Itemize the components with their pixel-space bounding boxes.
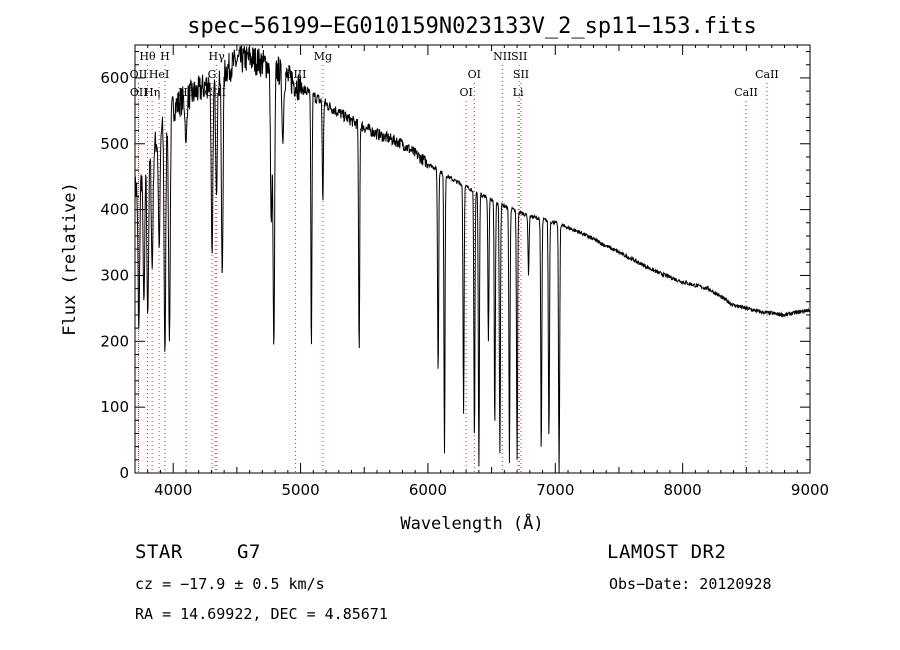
spectral-line-label: Li <box>513 86 524 99</box>
coordinates-readout: RA = 14.69922, DEC = 4.85671 <box>135 605 388 623</box>
plot-frame <box>134 44 811 474</box>
spectral-line-label: NII <box>493 50 511 63</box>
spectral-line-label: G <box>208 68 217 81</box>
spectral-line-label: CaII <box>734 86 758 99</box>
x-tick-label: 5000 <box>281 481 319 499</box>
y-tick-label: 100 <box>100 398 129 416</box>
y-tick-label: 300 <box>100 266 129 284</box>
x-tick-label: 9000 <box>791 481 829 499</box>
y-tick-label: 200 <box>100 332 129 350</box>
spectral-line-label: OI <box>468 68 481 81</box>
redshift-readout: cz = −17.9 ± 0.5 km/s <box>135 575 325 593</box>
spectral-line-label: H <box>160 50 170 63</box>
x-tick-label: 4000 <box>154 481 192 499</box>
spectral-line-label: CaII <box>755 68 779 81</box>
observation-date: Obs−Date: 20120928 <box>609 575 772 593</box>
y-tick-label: 500 <box>100 135 129 153</box>
spectral-line-label: Hθ <box>139 50 156 63</box>
spectral-line-label: Hγ <box>209 50 226 63</box>
object-class: STAR <box>135 541 183 563</box>
spectral-line-label: Hη <box>144 86 160 99</box>
y-tick-label: 400 <box>100 201 129 219</box>
y-tick-label: 0 <box>119 464 129 482</box>
spectral-line-label: SII <box>513 68 529 81</box>
spectrum-line <box>134 44 811 474</box>
survey-name: LAMOST DR2 <box>607 541 727 563</box>
object-subclass: G7 <box>237 541 261 563</box>
spectral-line-label: OI <box>459 86 472 99</box>
spectral-line-label: Mg <box>314 50 332 63</box>
axis-ticks: 4000 5000 6000 7000 8000 9000 0 100 200 300 400 500… <box>100 45 829 499</box>
x-tick-label: 6000 <box>409 481 447 499</box>
spectral-line-label: HeI <box>149 68 169 81</box>
y-axis-label: Flux (relative) <box>60 182 80 336</box>
y-tick-label: 600 <box>100 69 129 87</box>
spectral-line-label: OII <box>130 86 148 99</box>
x-tick-label: 7000 <box>536 481 574 499</box>
x-tick-label: 8000 <box>664 481 702 499</box>
spectral-line-label: SII <box>511 50 527 63</box>
spectral-line-label: OII <box>130 68 148 81</box>
x-axis-label: Wavelength (Å) <box>400 512 543 534</box>
chart-title: spec−56199−EG010159N023133V_2_sp11−153.f… <box>187 14 757 39</box>
